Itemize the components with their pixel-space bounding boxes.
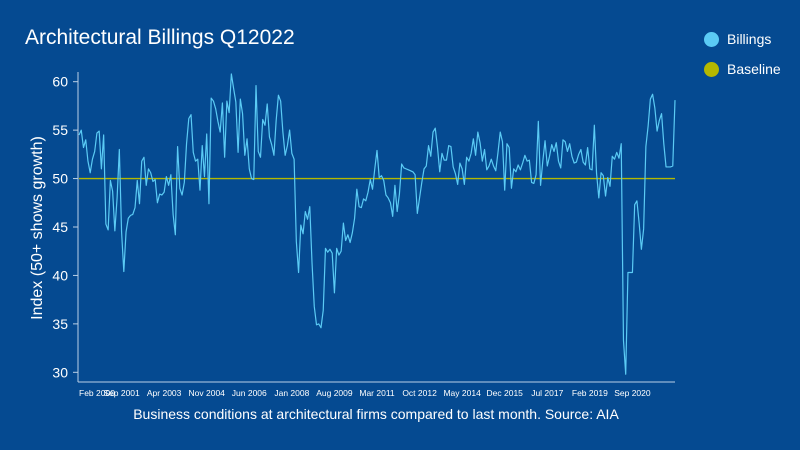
y-axis-label: Index (50+ shows growth) xyxy=(29,136,46,320)
series-line-billings xyxy=(78,73,676,375)
legend-item-baseline[interactable]: Baseline xyxy=(704,54,781,84)
x-tick-label: Jul 2017 xyxy=(531,388,563,398)
y-tick-label: 55 xyxy=(52,122,68,138)
series-layer xyxy=(78,73,676,375)
y-tick-label: 40 xyxy=(52,267,68,283)
x-tick-label: Apr 2003 xyxy=(147,388,182,398)
y-tick-label: 30 xyxy=(52,364,68,380)
y-tick-label: 45 xyxy=(52,219,68,235)
x-tick-label: Dec 2015 xyxy=(487,388,524,398)
legend-swatch-billings xyxy=(704,31,719,47)
x-tick-label: May 2014 xyxy=(443,388,481,398)
x-tick-label: Sep 2020 xyxy=(614,388,651,398)
chart-caption: Business conditions at architectural fir… xyxy=(133,406,619,422)
chart-legend: Billings Baseline xyxy=(704,24,781,84)
legend-swatch-baseline xyxy=(704,61,719,77)
legend-label-billings: Billings xyxy=(727,31,772,47)
y-axis-ticks: 30 35 40 45 50 55 60 xyxy=(52,74,78,380)
x-tick-label: Jan 2008 xyxy=(274,388,309,398)
y-tick-label: 50 xyxy=(52,171,68,187)
x-tick-label: Feb 2000 xyxy=(79,388,115,398)
legend-label-baseline: Baseline xyxy=(727,61,781,77)
x-tick-label: Jun 2006 xyxy=(232,388,267,398)
chart-title: Architectural Billings Q12022 xyxy=(25,26,295,49)
y-tick-label: 35 xyxy=(52,316,68,332)
x-tick-label: Oct 2012 xyxy=(402,388,437,398)
x-tick-label: Aug 2009 xyxy=(316,388,353,398)
x-tick-label: Mar 2011 xyxy=(359,388,395,398)
legend-item-billings[interactable]: Billings xyxy=(704,24,781,54)
y-tick-label: 60 xyxy=(52,74,68,90)
x-tick-label: Sep 2001 xyxy=(103,388,140,398)
x-tick-label: Feb 2019 xyxy=(572,388,608,398)
x-tick-label: Nov 2004 xyxy=(189,388,226,398)
